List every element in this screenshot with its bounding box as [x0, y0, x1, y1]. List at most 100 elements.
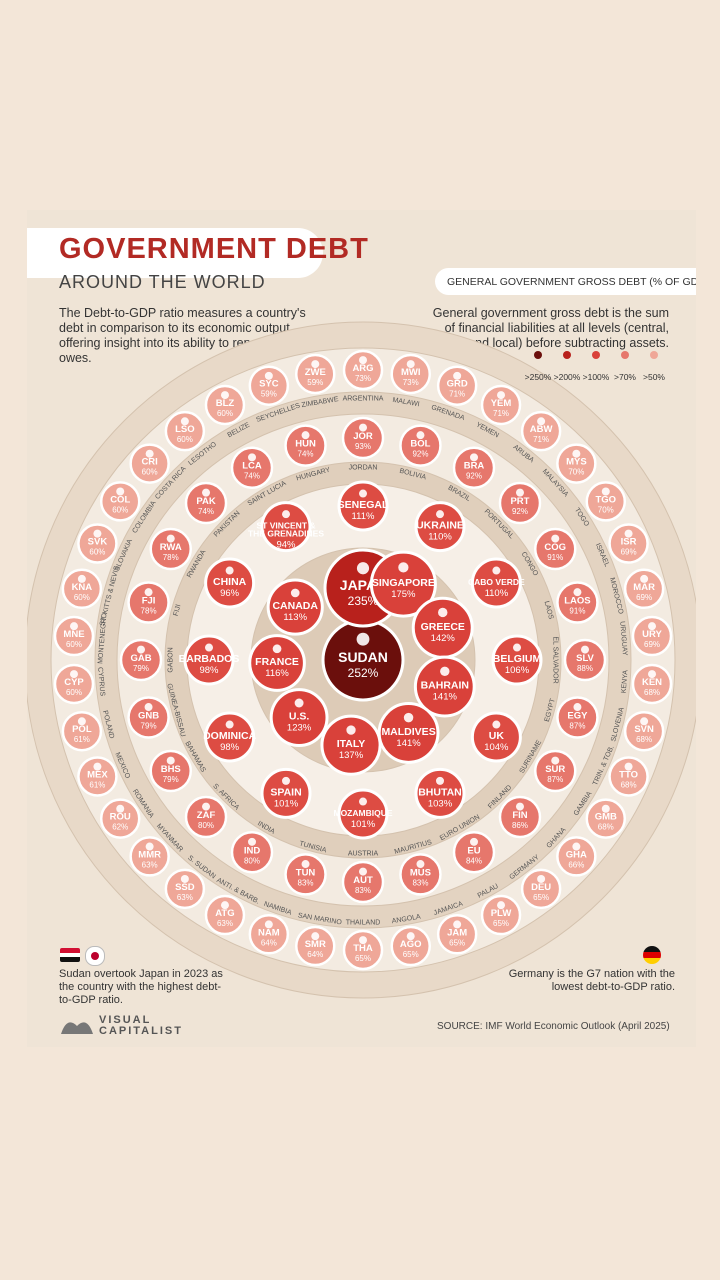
- legend-dot: [621, 351, 629, 359]
- bubble-circle: [608, 523, 649, 564]
- bubble-circle: [520, 410, 562, 452]
- debt-bubble-chart: >250% >200% >100% >70% >50%SUDAN252%JAPAN235…: [27, 321, 696, 999]
- page-title: GOVERNMENT DEBT: [59, 233, 369, 265]
- flag-icon: [248, 453, 256, 462]
- legend-dot: [650, 351, 658, 359]
- bubble-circle: [149, 749, 192, 793]
- bubble-code: PRT: [510, 496, 529, 507]
- bubble-code: BOL: [410, 439, 430, 450]
- bubble-circle: [623, 710, 665, 752]
- bubble-code: BARBADOS: [179, 653, 240, 665]
- country-name-label: URUGUAY: [618, 621, 628, 656]
- legend-label: >100%: [583, 372, 610, 382]
- bubble-code: THA: [353, 943, 373, 954]
- bubble-circle: [399, 424, 442, 467]
- bubble-circle: [563, 638, 607, 682]
- bubble-circle: [390, 353, 431, 395]
- bubble-circle: [623, 568, 665, 610]
- japan-flag-icon: [85, 946, 105, 966]
- bubble-circle: [498, 481, 542, 525]
- germany-flag-icon: [643, 946, 661, 964]
- bubble-value: 63%: [177, 893, 193, 902]
- bubble-circle: [77, 523, 118, 564]
- bubble-value: 91%: [569, 607, 585, 616]
- bubble-code: JAM: [447, 927, 467, 938]
- flag-icon: [416, 431, 425, 440]
- bubble-code: IND: [244, 845, 261, 856]
- flag-icon: [116, 804, 125, 813]
- bubble-circle: [204, 711, 256, 763]
- country-name-label: MONTENEGRO: [97, 612, 108, 664]
- bubble-circle: [631, 615, 673, 657]
- bubble-code: ATG: [215, 908, 234, 919]
- bubble-value: 68%: [644, 688, 660, 697]
- bubble-value: 94%: [276, 540, 296, 551]
- bubble-value: 78%: [163, 553, 179, 562]
- bubble-value: 93%: [355, 442, 371, 451]
- flag-icon: [225, 720, 234, 729]
- bubble-code: EGY: [567, 710, 588, 721]
- bubble-code: DOMINICA: [203, 730, 256, 742]
- flag-icon: [220, 901, 229, 910]
- bubble-value: 60%: [74, 593, 90, 602]
- germany-note: Germany is the G7 nation with the lowest…: [508, 968, 675, 993]
- bubble-circle: [608, 756, 649, 797]
- flag-icon: [513, 643, 521, 652]
- bubble-circle: [53, 615, 95, 657]
- flag-icon: [69, 670, 78, 679]
- bubble-value: 104%: [484, 742, 509, 753]
- country-name-label: EL SALVADOR: [552, 636, 559, 683]
- bubble-circle: [470, 711, 522, 763]
- country-name-label: KENYA: [621, 669, 630, 693]
- bubble-code: CYP: [64, 677, 84, 688]
- flag-icon: [166, 756, 175, 765]
- visual-capitalist-logo-icon: [61, 1022, 93, 1034]
- bubble-code: TUN: [296, 867, 316, 878]
- flag-icon: [551, 534, 560, 543]
- bubble-circle: [53, 663, 95, 705]
- bubble-value: 235%: [348, 594, 379, 608]
- flag-icon: [69, 622, 78, 631]
- flag-icon: [453, 371, 462, 380]
- bubble-value: 110%: [428, 532, 452, 543]
- flag-icon: [537, 417, 546, 426]
- bubble-value: 96%: [220, 588, 240, 599]
- flag-icon: [440, 666, 450, 676]
- flag-icon: [202, 802, 211, 811]
- bubble-value: 60%: [142, 468, 158, 477]
- flag-icon: [359, 489, 367, 498]
- bubble-code: CHINA: [213, 576, 247, 588]
- bubble-code: SPAIN: [270, 786, 301, 798]
- bubble-value: 98%: [199, 665, 219, 676]
- bubble-value: 137%: [339, 750, 364, 761]
- bubble-code: LAOS: [564, 596, 590, 607]
- country-name-label: JORDAN: [349, 465, 378, 472]
- flag-icon: [225, 566, 234, 575]
- bubble-value: 63%: [217, 919, 233, 928]
- bubble-code: GNB: [138, 710, 159, 721]
- bubble-circle: [183, 634, 235, 686]
- legend-dot: [592, 351, 600, 359]
- bubble-code: MOZAMBIQUE: [333, 808, 392, 818]
- bubble-value: 141%: [396, 738, 421, 749]
- flag-icon: [359, 356, 367, 365]
- bubble-code: SVN: [634, 724, 654, 735]
- bubble-value: 63%: [142, 860, 158, 869]
- bubble-value: 65%: [533, 893, 549, 902]
- bubble-code: GMB: [595, 812, 617, 823]
- bubble-code: GRD: [447, 379, 468, 390]
- flag-icon: [648, 622, 657, 631]
- bubble-circle: [414, 501, 466, 553]
- bubble-circle: [184, 795, 228, 839]
- bubble-circle: [129, 443, 170, 484]
